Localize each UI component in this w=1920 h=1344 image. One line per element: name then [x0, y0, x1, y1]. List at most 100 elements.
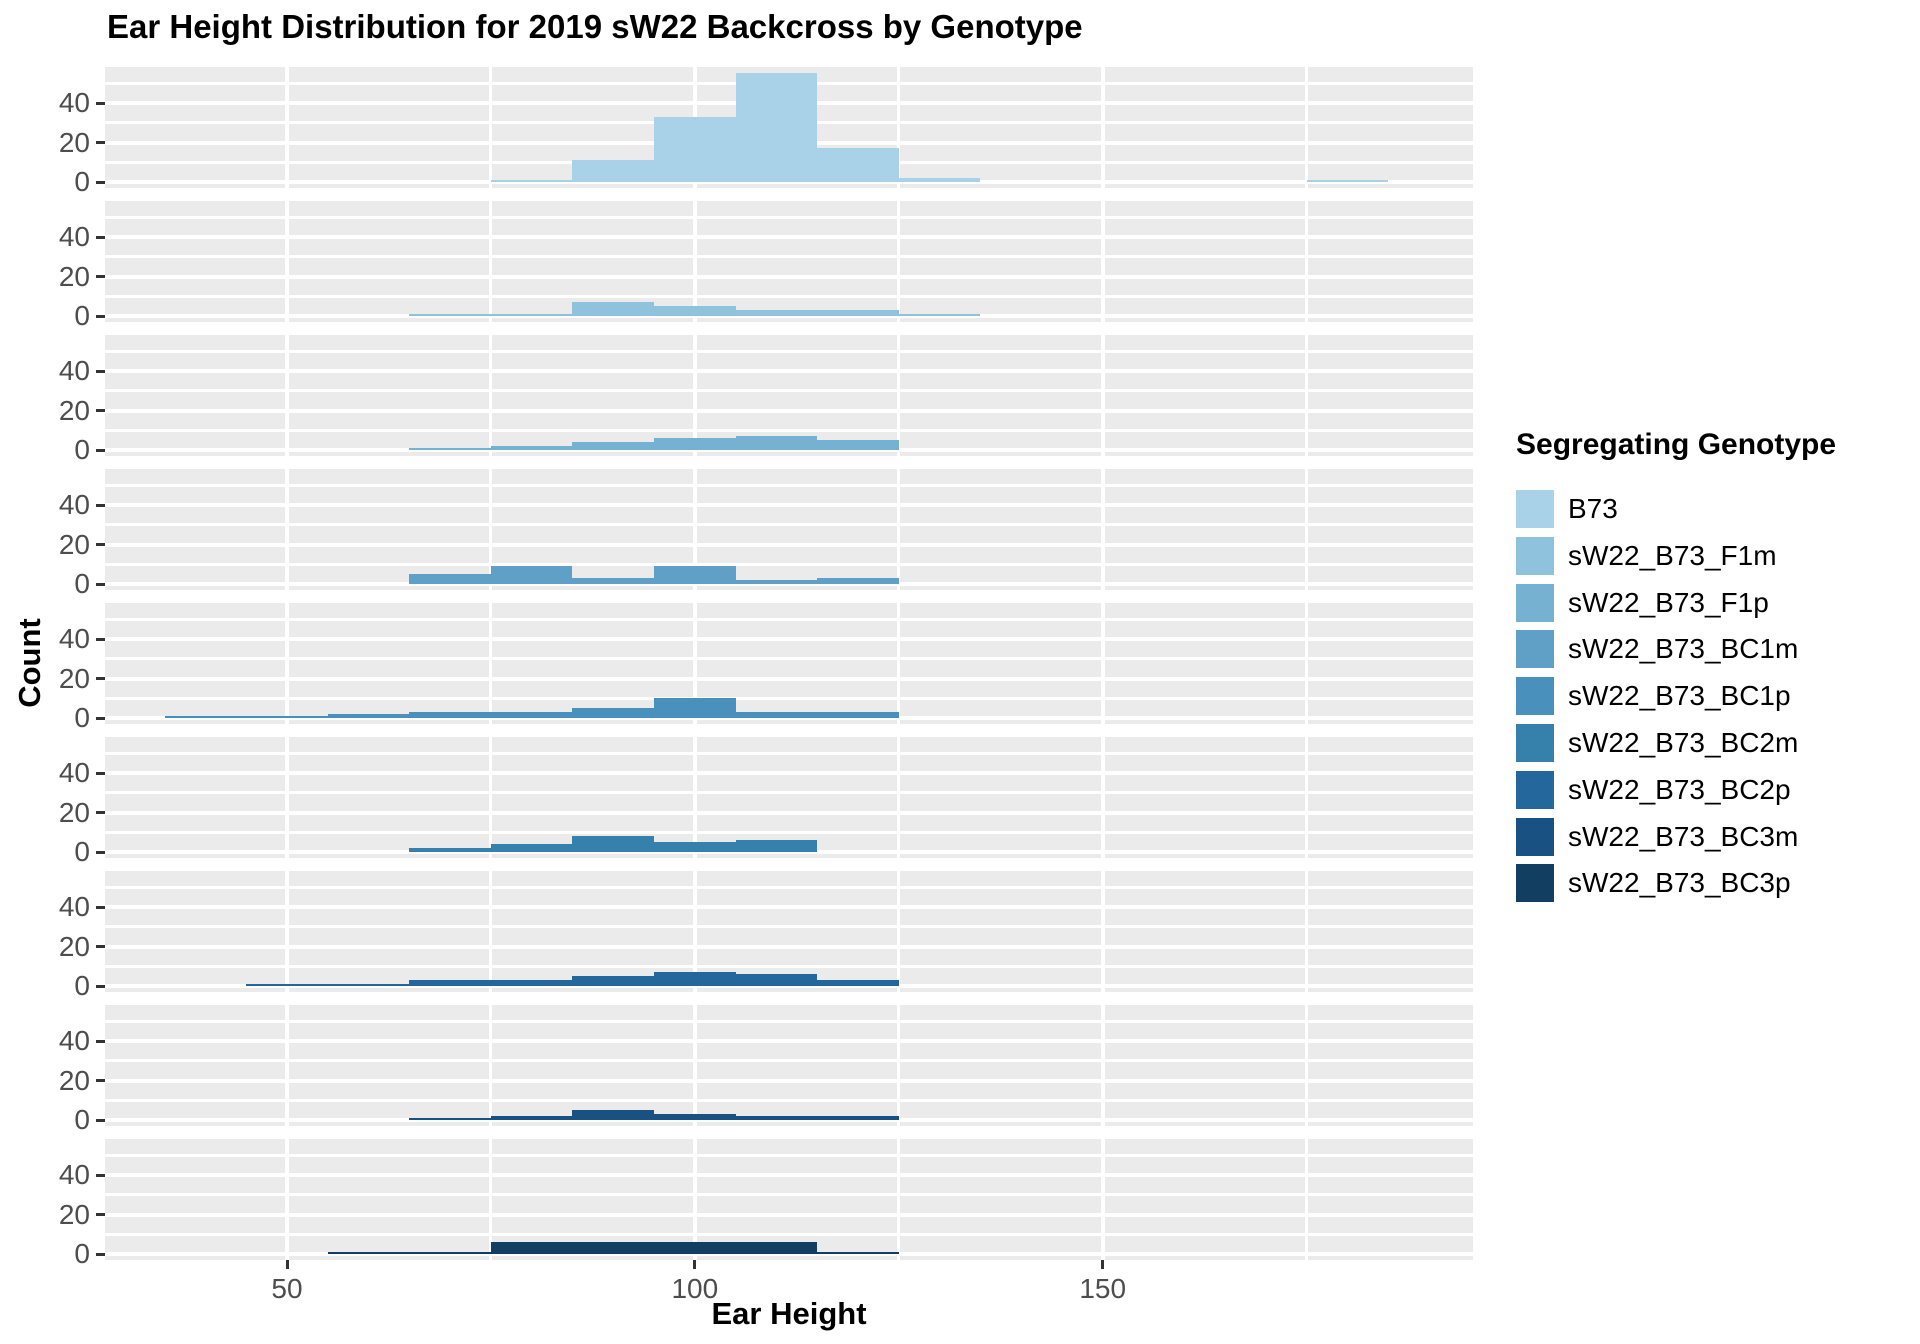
facet-panel-sW22_B73_BC3m [105, 1005, 1473, 1126]
x-major-gridline [692, 201, 697, 322]
y-minor-gridline [105, 964, 1473, 968]
histogram-bar [490, 1242, 573, 1254]
histogram-bar [327, 1252, 410, 1254]
y-tick-label: 0 [74, 568, 90, 599]
y-major-gridline [105, 408, 1473, 413]
y-tick-label: 0 [74, 836, 90, 867]
x-minor-gridline [897, 201, 901, 322]
y-minor-gridline [105, 562, 1473, 566]
histogram-bar [490, 980, 573, 986]
histogram-bar [572, 442, 655, 450]
x-major-gridline [692, 737, 697, 858]
x-minor-gridline [897, 871, 901, 992]
histogram-bar [735, 580, 818, 584]
y-minor-gridline [105, 255, 1473, 259]
y-major-gridline [105, 1173, 1473, 1177]
y-tick-label: 40 [58, 87, 90, 118]
y-tick-label: 0 [74, 970, 90, 1001]
histogram-bar [654, 306, 736, 316]
y-minor-gridline [105, 1019, 1473, 1023]
y-major-gridline [105, 850, 1473, 854]
histogram-bar [817, 310, 899, 316]
x-minor-gridline [897, 1139, 901, 1260]
y-minor-gridline [105, 925, 1473, 929]
y-tick-label: 20 [58, 528, 90, 560]
histogram-bar [817, 980, 899, 986]
x-minor-gridline [897, 469, 901, 590]
y-major-gridline [105, 542, 1473, 547]
x-major-gridline [692, 871, 697, 992]
histogram-bar [490, 712, 573, 718]
y-minor-gridline [105, 751, 1473, 755]
x-major-gridline [692, 1005, 697, 1126]
y-tick-mark [96, 235, 105, 239]
x-minor-gridline [897, 1005, 901, 1126]
y-tick-label: 40 [58, 891, 90, 922]
legend-label: sW22_B73_BC1m [1568, 633, 1799, 665]
y-major-gridline [105, 984, 1473, 988]
y-tick-label: 20 [58, 126, 90, 158]
histogram-bar [490, 446, 573, 450]
x-minor-gridline [1305, 1005, 1309, 1126]
y-tick-label: 0 [74, 1238, 90, 1269]
x-major-gridline [1100, 1139, 1105, 1260]
x-major-gridline [1100, 469, 1105, 590]
histogram-bar [409, 848, 491, 852]
y-major-gridline [105, 810, 1473, 815]
y-tick-mark [96, 448, 105, 452]
y-tick-mark [96, 369, 105, 373]
histogram-bar [654, 972, 736, 986]
y-tick-mark [96, 637, 105, 641]
facet-panel-B73 [105, 67, 1473, 188]
histogram-bar [817, 1252, 899, 1254]
y-tick-mark [96, 1173, 105, 1177]
y-major-gridline [105, 582, 1473, 586]
x-major-gridline [692, 469, 697, 590]
x-tick-mark [1101, 1260, 1105, 1269]
y-major-gridline [105, 1252, 1473, 1256]
legend-key-sW22_B73_F1p [1516, 583, 1554, 622]
histogram-bar [246, 984, 328, 986]
histogram-bar [409, 1252, 491, 1254]
histogram-bar [735, 712, 818, 718]
x-major-gridline [692, 1139, 697, 1260]
y-tick-mark [96, 180, 105, 184]
x-minor-gridline [1305, 737, 1309, 858]
legend-key-sW22_B73_BC3p [1516, 864, 1554, 903]
histogram-bar [654, 1242, 736, 1254]
x-axis-title: Ear Height [711, 1296, 867, 1331]
legend-label: B73 [1568, 493, 1618, 524]
histogram-bar [898, 314, 981, 316]
y-tick-label: 20 [58, 394, 90, 426]
y-tick-label: 40 [58, 355, 90, 386]
y-tick-mark [96, 141, 105, 144]
y-tick-label: 0 [74, 300, 90, 331]
y-minor-gridline [105, 657, 1473, 661]
y-minor-gridline [105, 617, 1473, 621]
facet-panel-sW22_B73_BC1m [105, 469, 1473, 590]
y-minor-gridline [105, 523, 1473, 527]
legend: Segregating Genotype B73 sW22_B73_F1m sW22… [1516, 428, 1836, 903]
x-major-gridline [285, 871, 289, 992]
legend-key-sW22_B73_BC1p [1516, 677, 1554, 716]
x-major-gridline [285, 737, 289, 858]
x-minor-gridline [897, 737, 901, 858]
y-major-gridline [105, 716, 1473, 720]
y-minor-gridline [105, 1153, 1473, 1157]
y-minor-gridline [105, 1059, 1473, 1063]
histogram-bar [1306, 180, 1389, 182]
y-tick-mark [96, 984, 105, 988]
y-major-gridline [105, 314, 1473, 318]
y-tick-label: 40 [58, 1159, 90, 1190]
y-tick-label: 20 [58, 1064, 90, 1096]
y-tick-mark [96, 811, 105, 814]
y-tick-label: 40 [58, 757, 90, 788]
histogram-bar [817, 712, 899, 718]
y-minor-gridline [105, 1232, 1473, 1236]
facet-panel-sW22_B73_BC1p [105, 603, 1473, 724]
facet-panel-sW22_B73_BC2m [105, 737, 1473, 858]
x-major-gridline [1100, 335, 1105, 456]
x-major-gridline [285, 603, 289, 724]
y-minor-gridline [105, 1193, 1473, 1197]
